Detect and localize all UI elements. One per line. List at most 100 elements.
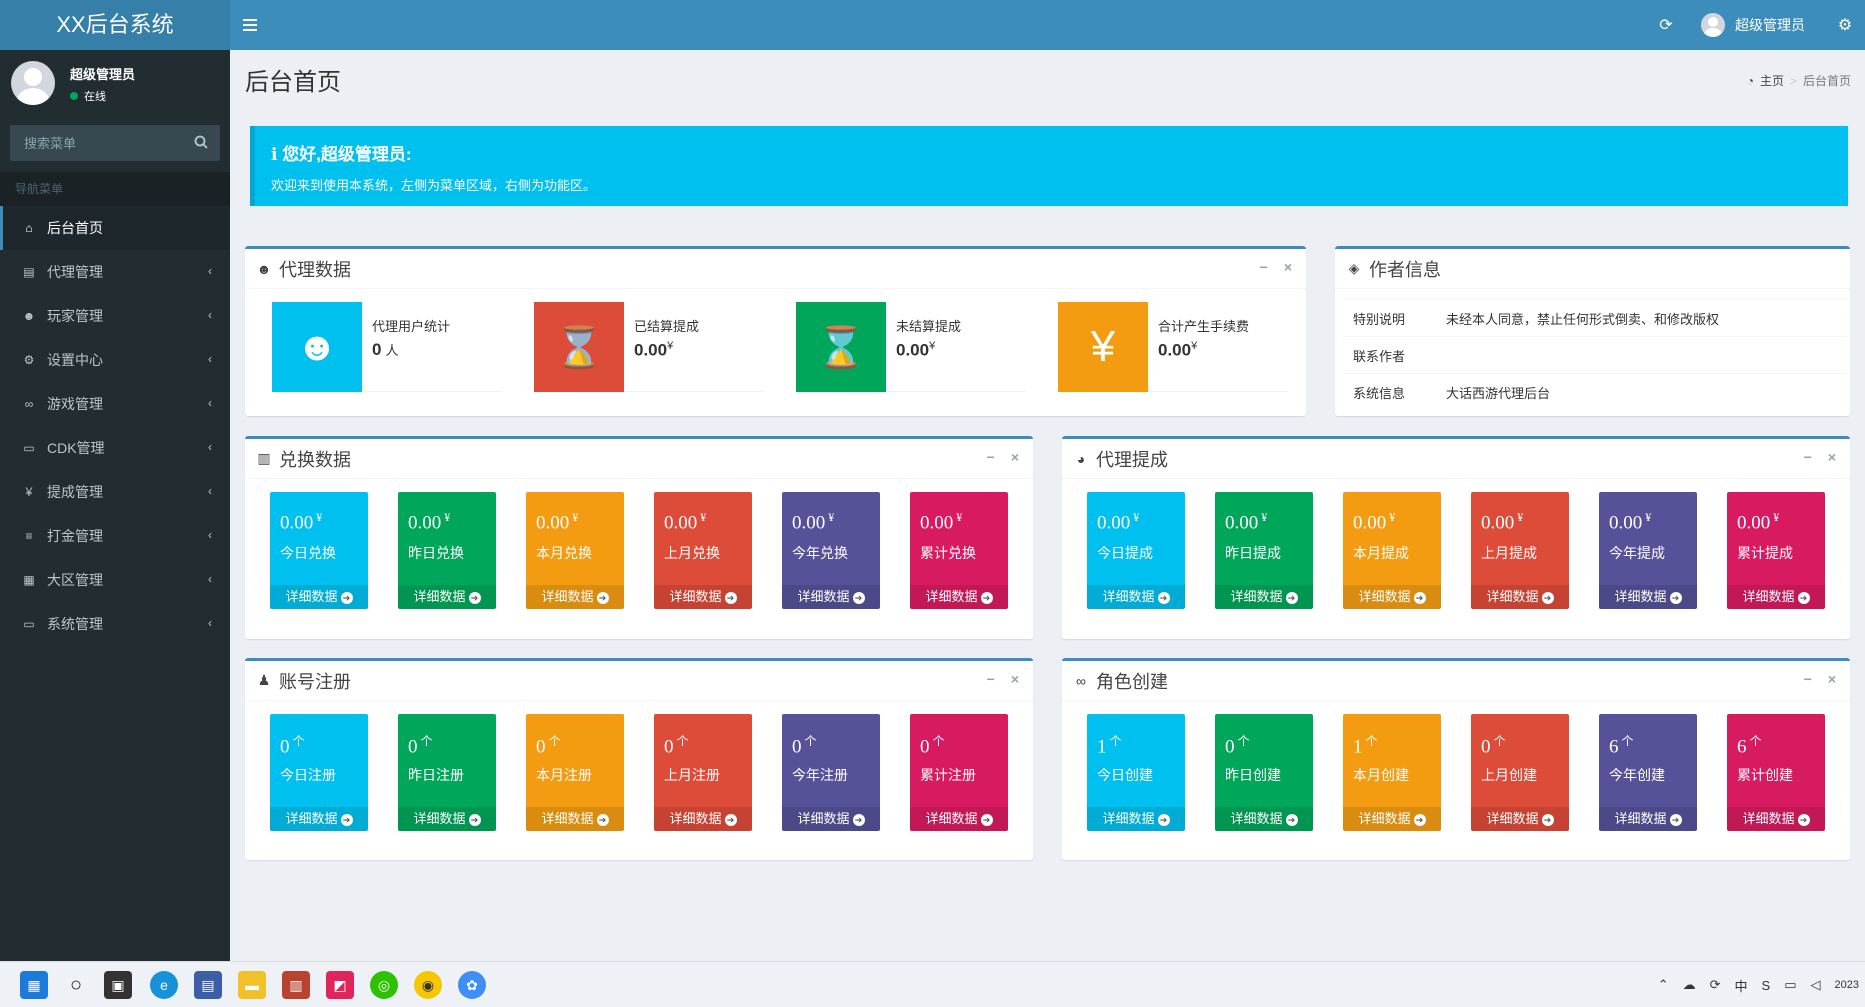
- details-link[interactable]: 详细数据 ➔: [782, 585, 880, 609]
- details-link[interactable]: 详细数据 ➔: [1215, 807, 1313, 831]
- search-icon[interactable]: ○: [69, 973, 83, 996]
- details-link[interactable]: 详细数据 ➔: [526, 585, 624, 609]
- page-title: 后台首页: [245, 69, 341, 96]
- details-link[interactable]: 详细数据 ➔: [1727, 807, 1825, 831]
- details-link[interactable]: 详细数据 ➔: [910, 585, 1008, 609]
- close-icon[interactable]: ×: [1010, 449, 1019, 465]
- author-key: 系统信息: [1343, 373, 1436, 411]
- windows-start-icon[interactable]: ▦: [20, 971, 48, 999]
- sidebar-item-8[interactable]: ▦ 大区管理 ‹: [0, 558, 230, 602]
- sidebar-item-label: 游戏管理: [47, 396, 103, 412]
- minimize-icon[interactable]: −: [1259, 259, 1268, 275]
- author-value: 大话西游代理后台: [1436, 373, 1848, 411]
- details-link[interactable]: 详细数据 ➔: [1599, 585, 1697, 609]
- details-link[interactable]: 详细数据 ➔: [398, 585, 496, 609]
- details-link[interactable]: 详细数据 ➔: [1087, 807, 1185, 831]
- search-input[interactable]: [10, 125, 180, 161]
- details-link[interactable]: 详细数据 ➔: [1599, 807, 1697, 831]
- details-link[interactable]: 详细数据 ➔: [1343, 807, 1441, 831]
- stat-unit: ¥: [828, 510, 835, 524]
- details-link[interactable]: 详细数据 ➔: [910, 807, 1008, 831]
- details-link[interactable]: 详细数据 ➔: [526, 807, 624, 831]
- credit-card-icon: ▭: [23, 441, 35, 455]
- details-link[interactable]: 详细数据 ➔: [1087, 585, 1185, 609]
- sidebar-item-6[interactable]: ¥ 提成管理 ‹: [0, 470, 230, 514]
- wechat-icon[interactable]: ◎: [370, 971, 398, 999]
- stat-label: 累计兑换: [920, 545, 976, 561]
- info-box-label: 已结算提成: [634, 319, 700, 334]
- sidebar-item-0[interactable]: ⌂ 后台首页: [0, 206, 230, 250]
- clock[interactable]: 2023: [1834, 979, 1859, 991]
- cloud-app-icon[interactable]: ✿: [458, 971, 486, 999]
- minimize-icon[interactable]: −: [1803, 449, 1812, 465]
- details-link[interactable]: 详细数据 ➔: [270, 807, 368, 831]
- box-tools: − ×: [1804, 449, 1836, 465]
- chevron-up-icon[interactable]: ⌃: [1657, 977, 1669, 992]
- stat-value: 0.00 ¥: [1353, 510, 1396, 534]
- arrow-circle-right-icon: ➔: [1285, 813, 1298, 826]
- sidebar-item-9[interactable]: ▭ 系统管理 ‹: [0, 602, 230, 646]
- input-method-icon[interactable]: 中: [1734, 978, 1748, 994]
- stat-value: 0.00 ¥: [1609, 510, 1652, 534]
- app-logo[interactable]: XX后台系统: [0, 0, 230, 50]
- refresh-icon[interactable]: ⟳: [1659, 17, 1673, 34]
- sidebar-item-7[interactable]: ≡ 打金管理 ‹: [0, 514, 230, 558]
- close-icon[interactable]: ×: [1827, 449, 1836, 465]
- box-header: ∞ 角色创建 − ×: [1062, 661, 1850, 701]
- close-icon[interactable]: ×: [1010, 671, 1019, 687]
- stat-unit: ¥: [1517, 510, 1524, 524]
- details-link[interactable]: 详细数据 ➔: [398, 807, 496, 831]
- file-explorer-icon[interactable]: ▬: [238, 971, 266, 999]
- remote-desktop-icon[interactable]: ▤: [194, 971, 222, 999]
- breadcrumb-home[interactable]: 主页: [1759, 74, 1784, 88]
- details-link[interactable]: 详细数据 ➔: [1215, 585, 1313, 609]
- sidebar-item-3[interactable]: ⚙ 设置中心 ‹: [0, 338, 230, 382]
- sidebar-item-2[interactable]: ☻ 玩家管理 ‹: [0, 294, 230, 338]
- role-creation-box: ∞ 角色创建 − × 1 个今日创建 详细数据 ➔ 0 个昨日创建 详细数据 ➔ 1 个本月创建 详细…: [1062, 658, 1850, 860]
- stat-label: 累计提成: [1737, 545, 1793, 561]
- details-link[interactable]: 详细数据 ➔: [782, 807, 880, 831]
- gears-icon[interactable]: ⚙: [1837, 17, 1853, 34]
- network-icon[interactable]: ▭: [1784, 977, 1797, 992]
- search-icon[interactable]: [194, 135, 208, 149]
- chat-app-icon[interactable]: ◉: [414, 971, 442, 999]
- winrar-icon[interactable]: ▥: [282, 971, 310, 999]
- details-link[interactable]: 详细数据 ➔: [654, 585, 752, 609]
- minimize-icon[interactable]: −: [986, 449, 995, 465]
- edge-browser-icon[interactable]: e: [150, 971, 178, 999]
- sync-icon[interactable]: ⟳: [1709, 977, 1721, 992]
- stat-label: 上月兑换: [664, 545, 720, 561]
- close-icon[interactable]: ×: [1827, 671, 1836, 687]
- minimize-icon[interactable]: −: [1803, 671, 1812, 687]
- close-icon[interactable]: ×: [1283, 259, 1292, 275]
- sidebar-item-4[interactable]: ∞ 游戏管理 ‹: [0, 382, 230, 426]
- commission-box: ◕ 代理提成 − × 0.00 ¥ 今日提成 详细数据 ➔ 0.00 ¥ 昨日提成 详细数据 ➔ 0.…: [1062, 436, 1850, 639]
- arrow-circle-right-icon: ➔: [852, 813, 865, 826]
- sidebar-item-5[interactable]: ▭ CDK管理 ‹: [0, 426, 230, 470]
- unit: 人: [385, 343, 399, 358]
- stat-label: 今年创建: [1609, 767, 1665, 783]
- speaker-icon[interactable]: ◁: [1810, 977, 1821, 992]
- minimize-icon[interactable]: −: [986, 671, 995, 687]
- details-link[interactable]: 详细数据 ➔: [1343, 585, 1441, 609]
- details-link[interactable]: 详细数据 ➔: [1471, 585, 1569, 609]
- details-link[interactable]: 详细数据 ➔: [1471, 807, 1569, 831]
- stat-unit: ¥: [444, 510, 451, 524]
- task-view-icon[interactable]: ▣: [104, 971, 132, 999]
- details-link[interactable]: 详细数据 ➔: [1727, 585, 1825, 609]
- author-key: 联系作者: [1343, 336, 1436, 374]
- sidebar-toggle-icon[interactable]: [243, 15, 257, 35]
- security-icon[interactable]: S: [1761, 977, 1771, 993]
- stat-label: 今日提成: [1097, 545, 1153, 561]
- stat-value: 0.00 ¥: [664, 510, 707, 534]
- details-link[interactable]: 详细数据 ➔: [270, 585, 368, 609]
- app-icon[interactable]: ◩: [326, 971, 354, 999]
- details-link[interactable]: 详细数据 ➔: [654, 807, 752, 831]
- stat-value: 0.00 ¥: [920, 510, 963, 534]
- cloud-icon[interactable]: ☁: [1682, 977, 1696, 992]
- user-menu[interactable]: 超级管理员: [1691, 13, 1825, 37]
- sidebar-item-1[interactable]: ▤ 代理管理 ‹: [0, 250, 230, 294]
